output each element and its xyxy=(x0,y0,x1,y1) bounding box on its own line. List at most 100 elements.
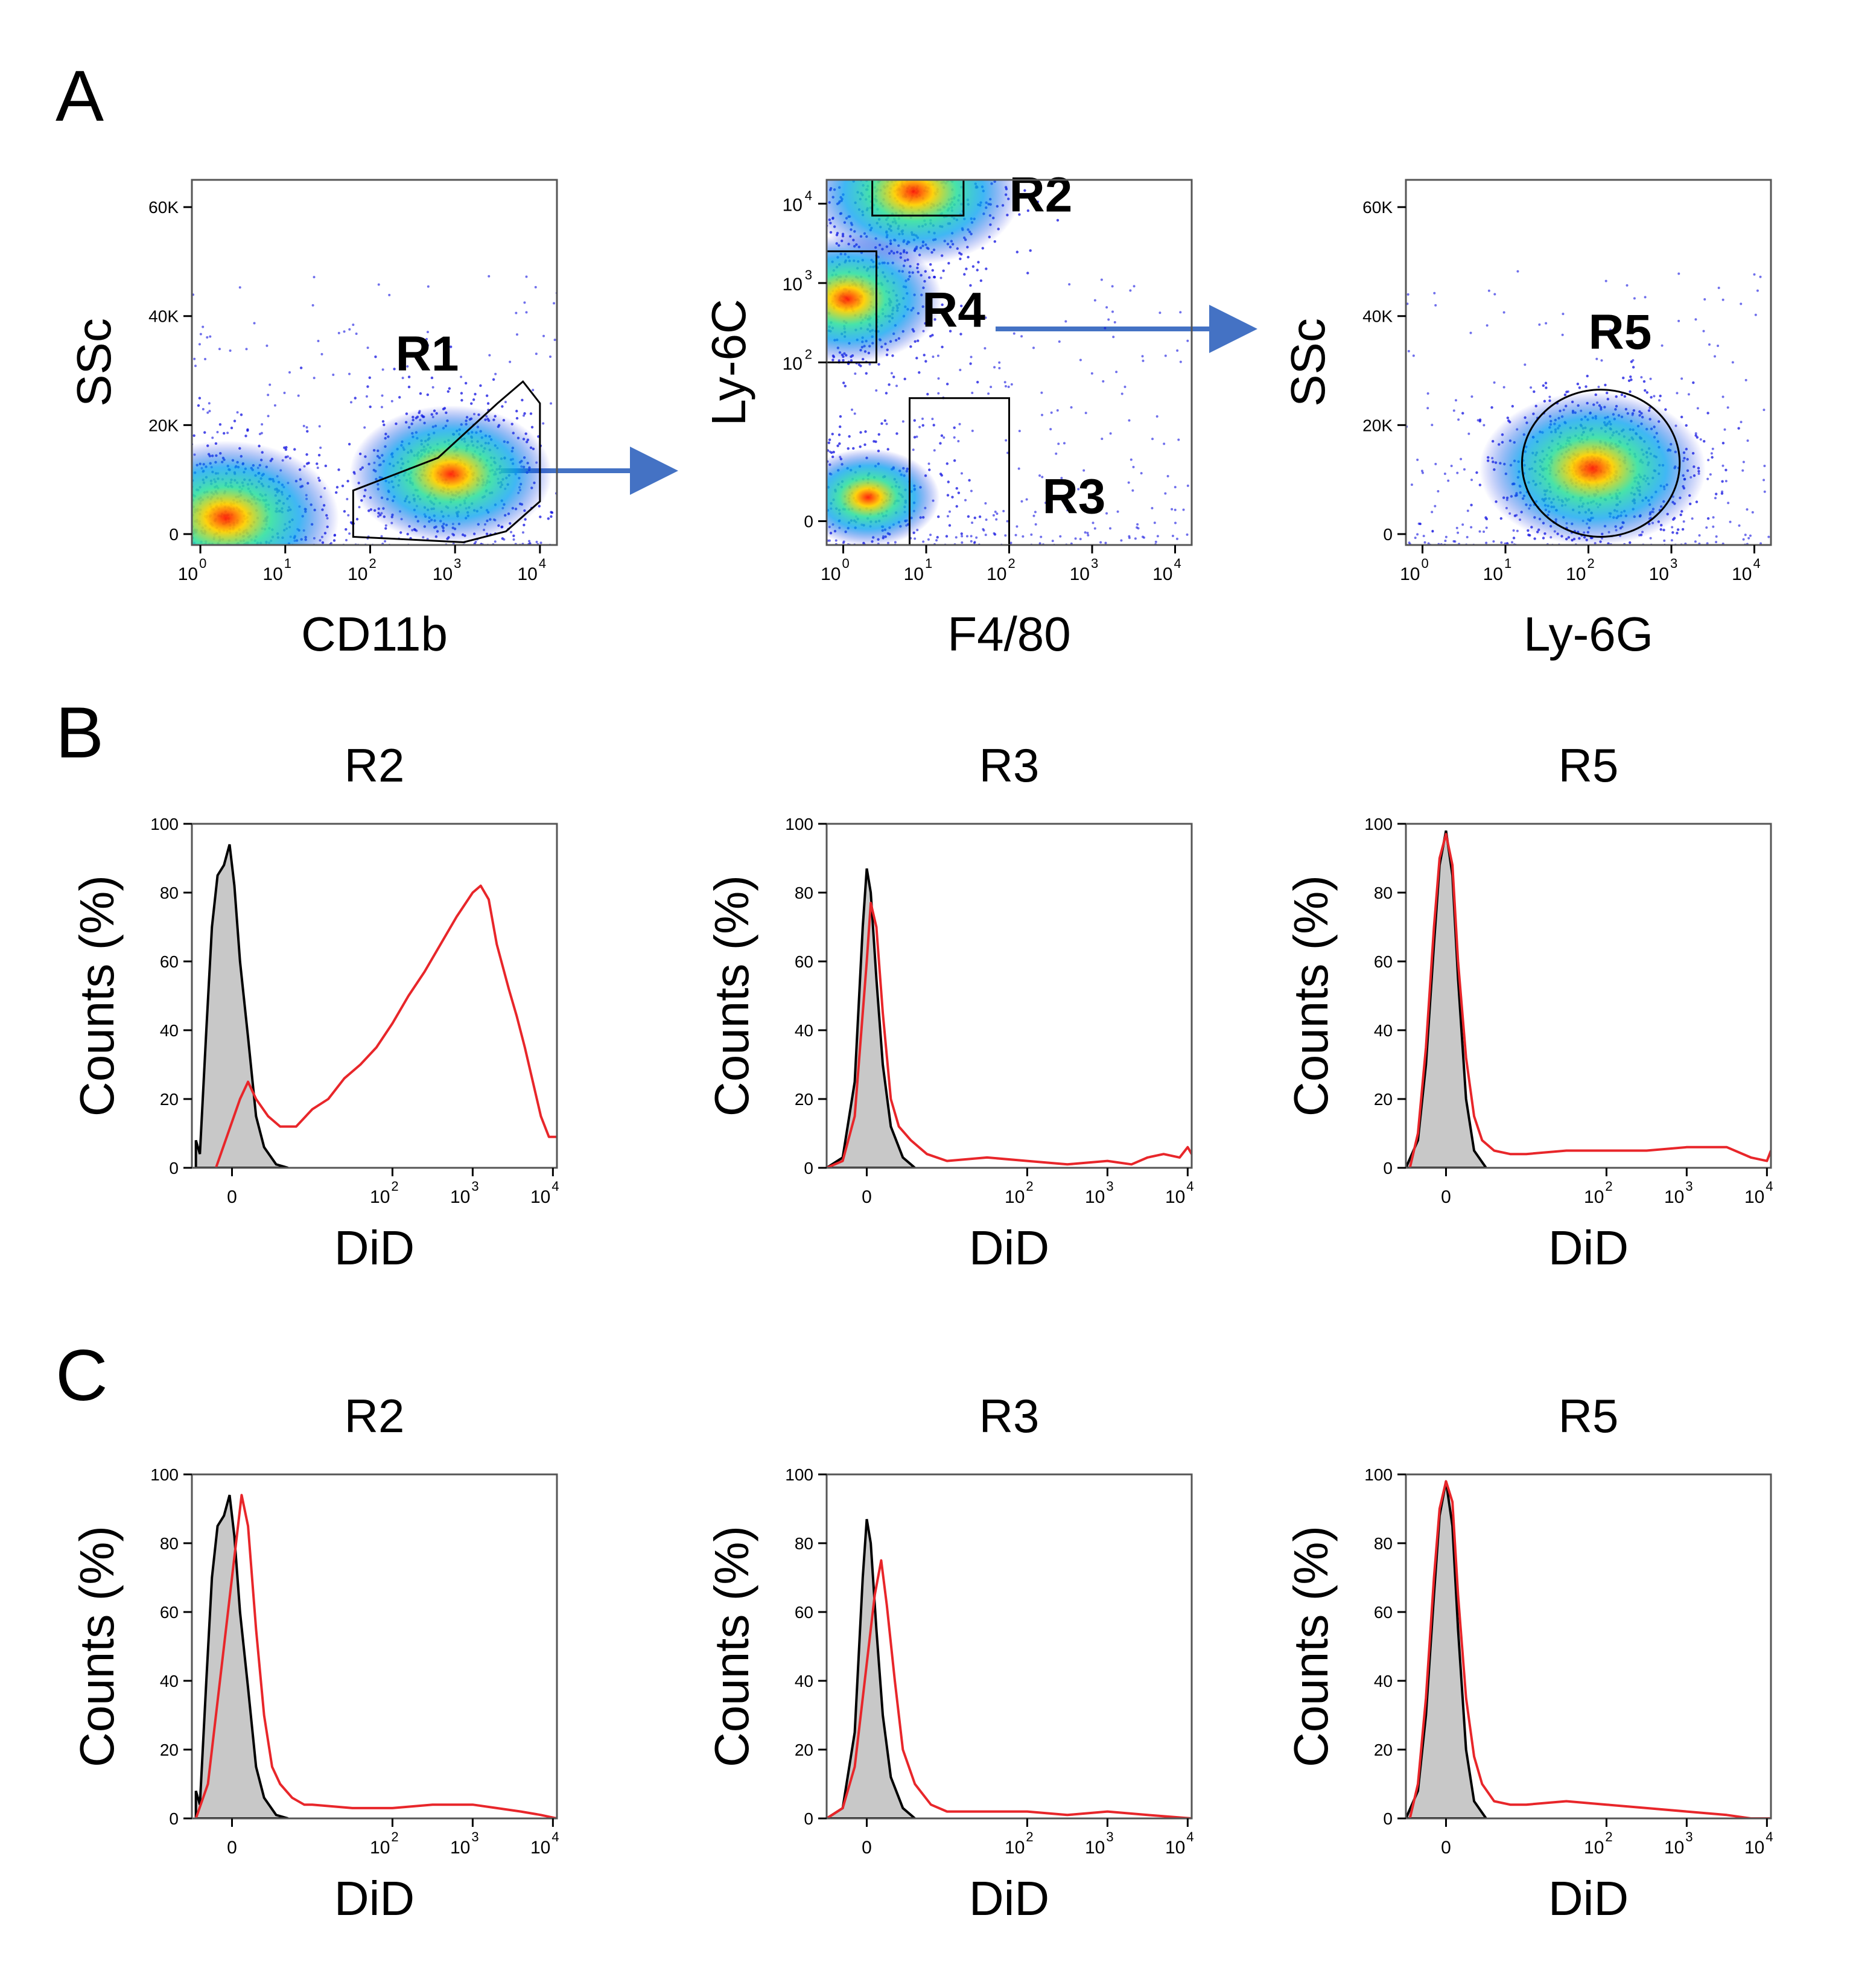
event-dot xyxy=(494,372,497,375)
event-dot xyxy=(816,322,818,324)
event-dot xyxy=(283,391,286,394)
event-dot xyxy=(236,411,239,414)
event-dot xyxy=(1014,534,1017,537)
event-dot xyxy=(1753,273,1756,276)
event-dot xyxy=(215,595,217,597)
event-dot xyxy=(948,510,951,513)
event-dot xyxy=(180,518,183,520)
event-dot xyxy=(810,231,812,234)
event-dot xyxy=(1128,537,1131,540)
y-tick-label: 40 xyxy=(795,1021,813,1040)
plot-area xyxy=(1406,270,1770,545)
event-dot xyxy=(940,126,942,129)
event-dot xyxy=(515,416,519,420)
event-dot xyxy=(1721,490,1724,493)
y-tick-label: 40 xyxy=(160,1021,179,1040)
event-dot xyxy=(1649,377,1652,380)
event-dot xyxy=(792,494,795,496)
event-dot xyxy=(488,583,490,585)
event-dot xyxy=(929,334,932,338)
event-dot xyxy=(271,548,273,550)
event-dot xyxy=(1478,419,1481,423)
event-dot xyxy=(88,567,91,570)
event-dot xyxy=(845,551,847,553)
event-dot xyxy=(1661,344,1664,347)
event-dot xyxy=(874,552,877,555)
event-dot xyxy=(965,267,968,270)
event-dot xyxy=(227,582,230,584)
event-dot xyxy=(182,546,185,549)
y-tick-label: 40 xyxy=(160,1672,179,1690)
event-dot xyxy=(1434,462,1437,465)
y-tick-label: 100 xyxy=(785,1465,813,1484)
event-dot xyxy=(881,147,883,149)
event-dot xyxy=(1609,328,1612,331)
event-dot xyxy=(347,514,350,517)
event-dot xyxy=(1066,509,1069,512)
event-dot xyxy=(186,588,188,590)
event-dot xyxy=(1486,324,1489,327)
x-tick-exp: 1 xyxy=(1504,556,1511,571)
event-dot xyxy=(239,550,241,552)
event-dot xyxy=(781,295,784,297)
event-dot xyxy=(854,547,857,550)
event-dot xyxy=(946,383,949,386)
event-dot xyxy=(1561,333,1564,336)
event-dot xyxy=(185,476,187,479)
event-dot xyxy=(820,347,822,349)
event-dot xyxy=(393,368,396,371)
event-dot xyxy=(1670,539,1673,542)
event-dot xyxy=(235,547,238,550)
event-dot xyxy=(180,462,183,465)
panel-label-b: B xyxy=(56,692,104,773)
event-dot xyxy=(1586,374,1589,378)
event-dot xyxy=(1759,542,1762,545)
event-dot xyxy=(165,522,167,524)
event-dot xyxy=(1416,533,1419,536)
x-tick-label: 10 xyxy=(517,564,537,584)
event-dot xyxy=(1437,490,1440,493)
plot-area xyxy=(781,126,1189,555)
event-dot xyxy=(1455,526,1458,529)
event-dot xyxy=(857,157,859,159)
event-dot xyxy=(1499,517,1503,520)
event-dot xyxy=(141,547,144,550)
event-dot xyxy=(1079,358,1082,362)
event-dot xyxy=(178,504,180,506)
event-dot xyxy=(429,551,431,553)
event-dot xyxy=(972,160,974,162)
event-dot xyxy=(831,151,834,153)
event-dot xyxy=(906,165,908,167)
event-dot xyxy=(976,154,979,156)
event-dot xyxy=(1007,386,1010,389)
event-dot xyxy=(285,446,288,449)
x-tick-exp: 4 xyxy=(1766,1829,1773,1844)
event-dot xyxy=(125,500,127,502)
event-dot xyxy=(894,176,896,178)
event-dot xyxy=(937,392,940,395)
event-dot xyxy=(969,362,972,365)
event-dot xyxy=(1060,477,1063,480)
event-dot xyxy=(154,511,156,513)
treated-histogram xyxy=(827,1559,1192,1818)
event-dot xyxy=(174,462,176,465)
event-dot xyxy=(959,152,962,155)
event-dot xyxy=(927,462,930,465)
density-hotspot xyxy=(827,234,942,363)
event-dot xyxy=(976,176,978,178)
control-histogram xyxy=(827,868,917,1168)
event-dot xyxy=(810,288,812,290)
event-dot xyxy=(901,135,904,138)
event-dot xyxy=(1740,421,1743,424)
event-dot xyxy=(828,151,831,153)
event-dot xyxy=(971,162,974,165)
event-dot xyxy=(494,540,497,543)
event-dot xyxy=(1715,492,1718,495)
event-dot xyxy=(812,253,814,255)
y-tick-label: 20 xyxy=(1374,1090,1393,1109)
event-dot xyxy=(894,170,896,172)
event-dot xyxy=(865,372,868,375)
x-tick-exp: 0 xyxy=(199,556,206,571)
event-dot xyxy=(960,472,963,475)
event-dot xyxy=(457,546,459,549)
